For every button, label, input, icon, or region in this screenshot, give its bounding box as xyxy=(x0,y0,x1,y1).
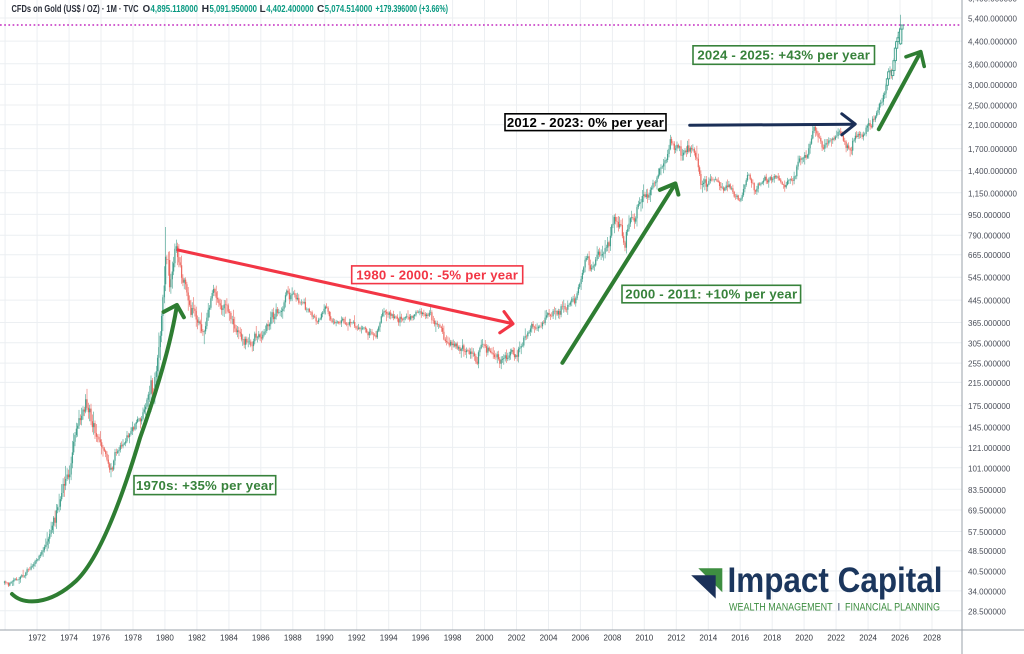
svg-text:2000 - 2011: +10% per year: 2000 - 2011: +10% per year xyxy=(625,287,797,302)
svg-text:WEALTH MANAGEMENT I FINANCIA: WEALTH MANAGEMENT I FINANCIAL PLANNING xyxy=(729,601,940,613)
svg-text:1972: 1972 xyxy=(28,634,46,643)
svg-text:545.000000: 545.000000 xyxy=(968,274,1011,283)
svg-text:790.000000: 790.000000 xyxy=(968,232,1011,241)
svg-text:28.500000: 28.500000 xyxy=(968,607,1006,616)
svg-text:1976: 1976 xyxy=(92,634,110,643)
svg-text:1982: 1982 xyxy=(188,634,206,643)
svg-text:365.000000: 365.000000 xyxy=(968,319,1011,328)
svg-text:2024: 2024 xyxy=(859,634,877,643)
svg-text:2,500.000000: 2,500.000000 xyxy=(968,102,1017,111)
svg-text:950.000000: 950.000000 xyxy=(968,211,1011,220)
svg-text:2022: 2022 xyxy=(827,634,845,643)
svg-text:1992: 1992 xyxy=(348,634,366,643)
svg-text:2008: 2008 xyxy=(604,634,622,643)
svg-text:2020: 2020 xyxy=(795,634,813,643)
svg-text:255.000000: 255.000000 xyxy=(968,360,1011,369)
svg-text:57.500000: 57.500000 xyxy=(968,528,1006,537)
svg-text:2010: 2010 xyxy=(635,634,653,643)
svg-text:34.000000: 34.000000 xyxy=(968,587,1006,596)
svg-text:305.000000: 305.000000 xyxy=(968,339,1011,348)
svg-text:Impact Capital: Impact Capital xyxy=(728,561,943,600)
svg-text:1970s: +35% per year: 1970s: +35% per year xyxy=(136,478,274,493)
svg-text:2012 - 2023: 0% per year: 2012 - 2023: 0% per year xyxy=(507,115,664,130)
svg-text:1984: 1984 xyxy=(220,634,238,643)
svg-text:2002: 2002 xyxy=(508,634,526,643)
svg-text:3,600.000000: 3,600.000000 xyxy=(968,60,1017,69)
svg-text:1974: 1974 xyxy=(60,634,78,643)
svg-text:1,700.000000: 1,700.000000 xyxy=(968,145,1017,154)
svg-text:2018: 2018 xyxy=(763,634,781,643)
svg-text:2016: 2016 xyxy=(731,634,749,643)
svg-text:665.000000: 665.000000 xyxy=(968,251,1011,260)
svg-text:2004: 2004 xyxy=(540,634,558,643)
svg-text:2,100.000000: 2,100.000000 xyxy=(968,121,1017,130)
svg-text:2000: 2000 xyxy=(476,634,494,643)
svg-text:215.000000: 215.000000 xyxy=(968,379,1011,388)
svg-text:145.000000: 145.000000 xyxy=(968,423,1011,432)
svg-text:2012: 2012 xyxy=(667,634,685,643)
svg-text:2024 - 2025: +43% per year: 2024 - 2025: +43% per year xyxy=(697,48,870,63)
svg-text:445.000000: 445.000000 xyxy=(968,297,1011,306)
svg-text:1996: 1996 xyxy=(412,634,430,643)
svg-text:3,000.000000: 3,000.000000 xyxy=(968,81,1017,90)
svg-text:6,400.000000: 6,400.000000 xyxy=(968,0,1017,4)
svg-text:1980 - 2000: -5% per year: 1980 - 2000: -5% per year xyxy=(356,267,518,282)
svg-text:48.500000: 48.500000 xyxy=(968,547,1006,556)
svg-text:83.500000: 83.500000 xyxy=(968,486,1006,495)
svg-text:1998: 1998 xyxy=(444,634,462,643)
svg-text:1,400.000000: 1,400.000000 xyxy=(968,167,1017,176)
svg-text:1988: 1988 xyxy=(284,634,302,643)
svg-text:1994: 1994 xyxy=(380,634,398,643)
svg-text:1986: 1986 xyxy=(252,634,270,643)
svg-text:175.000000: 175.000000 xyxy=(968,402,1011,411)
svg-text:101.000000: 101.000000 xyxy=(968,464,1011,473)
svg-text:5,400.000000: 5,400.000000 xyxy=(968,15,1017,24)
svg-text:CFDs on Gold (US$ / OZ) · 1M ·: CFDs on Gold (US$ / OZ) · 1M · TVC O4,895… xyxy=(12,4,449,15)
svg-text:1980: 1980 xyxy=(156,634,174,643)
svg-text:2014: 2014 xyxy=(699,634,717,643)
svg-text:1,150.000000: 1,150.000000 xyxy=(968,189,1017,198)
svg-text:4,400.000000: 4,400.000000 xyxy=(968,38,1017,47)
svg-text:1990: 1990 xyxy=(316,634,334,643)
svg-text:1978: 1978 xyxy=(124,634,142,643)
svg-text:2026: 2026 xyxy=(891,634,909,643)
svg-text:121.000000: 121.000000 xyxy=(968,444,1011,453)
svg-text:40.500000: 40.500000 xyxy=(968,568,1006,577)
svg-text:2006: 2006 xyxy=(572,634,590,643)
svg-text:2028: 2028 xyxy=(923,634,941,643)
svg-text:69.500000: 69.500000 xyxy=(968,507,1006,516)
